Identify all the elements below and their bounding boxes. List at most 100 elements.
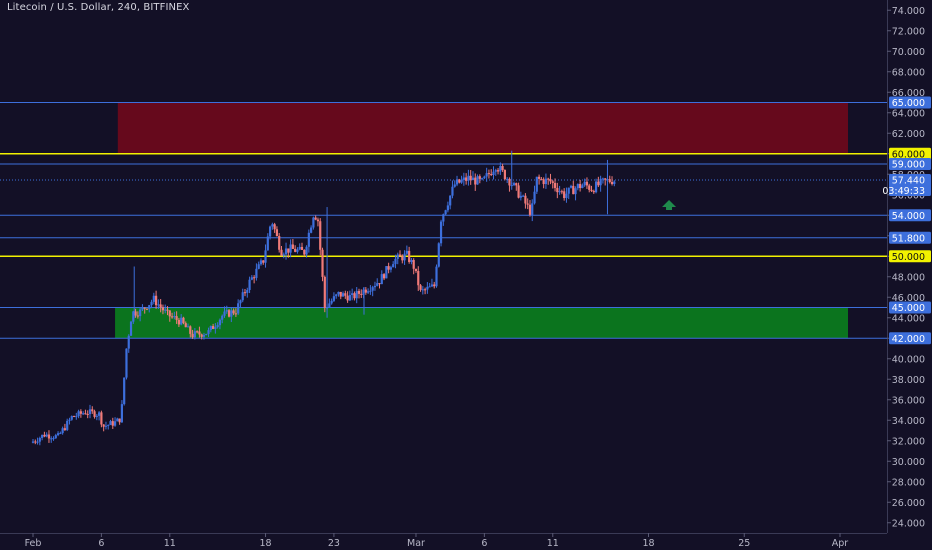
- price-tick-label: 66.000: [892, 88, 925, 99]
- candle-body: [314, 217, 317, 220]
- candle-body: [533, 191, 536, 204]
- price-tick-label: 28.000: [892, 477, 925, 488]
- candle-body: [107, 424, 110, 426]
- price-tick-label: 74.000: [892, 6, 925, 17]
- time-tick-label: Feb: [25, 538, 42, 549]
- candle-body: [392, 264, 395, 268]
- candle-body: [353, 293, 356, 299]
- candle-body: [237, 303, 240, 314]
- candle-body: [355, 290, 358, 299]
- candle-body: [346, 295, 349, 301]
- level-tag-51.800-bg: [889, 231, 931, 244]
- candle-body: [360, 293, 363, 295]
- time-axis[interactable]: Feb 6 11 18 23 Mar 6 11 18 25 Apr: [0, 533, 932, 550]
- time-tick-label: Mar: [407, 538, 425, 549]
- candle-body: [193, 331, 196, 338]
- time-tick-label: Apr: [832, 538, 849, 549]
- candle-body: [61, 428, 64, 434]
- candle-body: [519, 195, 522, 198]
- level-tag-42.000-bg: [889, 332, 931, 345]
- price-tick-label: 64.000: [892, 108, 925, 119]
- price-tick-label: 72.000: [892, 26, 925, 37]
- candle-body: [316, 219, 320, 222]
- candle-body: [239, 300, 242, 304]
- candle-body: [155, 295, 158, 306]
- candle-body: [287, 248, 290, 253]
- candle-body: [357, 290, 361, 294]
- candle-body: [289, 244, 292, 253]
- candle-body: [437, 243, 440, 267]
- candle-body: [371, 287, 374, 291]
- price-tick-label: 26.000: [892, 498, 925, 509]
- candle-body: [300, 246, 304, 250]
- candle-body: [253, 277, 256, 279]
- level-tag-54.000: 54.000: [892, 211, 925, 222]
- zones-layer: [115, 102, 848, 339]
- candle-body: [567, 187, 570, 194]
- candle-body: [95, 415, 98, 417]
- candle-body: [474, 177, 477, 185]
- candle-body: [551, 181, 554, 183]
- candle-body: [597, 181, 600, 186]
- candle-body: [556, 187, 559, 193]
- candle-body: [82, 413, 85, 415]
- candle-body: [291, 244, 294, 249]
- candle-body: [275, 229, 279, 236]
- candle-body: [544, 178, 548, 185]
- candle-body: [467, 175, 470, 181]
- price-tick-label: 70.000: [892, 47, 925, 58]
- candle-body: [499, 166, 502, 172]
- candle-body: [610, 181, 614, 185]
- level-tag-59.000: 59.000: [892, 160, 925, 171]
- price-axis[interactable]: 24.000 26.000 28.000 30.000 32.000 34.000 36.0…: [887, 0, 932, 550]
- candle-body: [43, 434, 46, 437]
- candle-body: [257, 264, 260, 269]
- candle-body: [120, 404, 124, 423]
- candle-body: [177, 319, 180, 325]
- candle-body: [123, 377, 126, 405]
- candle-body: [264, 250, 267, 263]
- candle-body: [506, 178, 509, 180]
- candle-body: [515, 183, 518, 186]
- candle-body: [396, 254, 399, 259]
- candle-body: [601, 178, 605, 180]
- price-tick-label: 32.000: [892, 436, 925, 447]
- candle-body: [535, 176, 538, 192]
- candle-body: [435, 266, 438, 287]
- candle-body: [599, 178, 602, 186]
- candle-body: [380, 274, 383, 285]
- candle-body: [170, 316, 174, 318]
- candle-body: [424, 289, 427, 291]
- candle-body: [211, 326, 215, 329]
- level-tag-50.000: 50.000: [892, 252, 925, 263]
- candle-body: [512, 183, 516, 186]
- candle-body: [417, 270, 420, 286]
- candle-body: [221, 315, 224, 320]
- time-tick-label: 11: [164, 538, 176, 549]
- candle-body: [549, 179, 552, 182]
- candle-body: [202, 335, 206, 337]
- candle-body: [303, 249, 306, 255]
- price-tick-label: 34.000: [892, 416, 925, 427]
- candle-body: [56, 433, 60, 436]
- candle-body: [102, 424, 105, 427]
- level-tag-51.800: 51.800: [892, 233, 925, 244]
- candle-body: [465, 177, 468, 181]
- candle-body: [588, 185, 591, 190]
- candle-body: [412, 260, 415, 269]
- candle-body: [139, 309, 142, 317]
- current-price-tag: 57.440: [892, 175, 925, 186]
- candle-body: [487, 173, 491, 175]
- candle-body: [337, 291, 340, 295]
- candle-body: [152, 295, 155, 302]
- candle-body: [485, 173, 488, 177]
- candle-body: [542, 179, 545, 185]
- candle-body: [613, 181, 616, 185]
- candle-body: [492, 171, 495, 175]
- candle-body: [91, 409, 94, 412]
- candle-body: [63, 428, 67, 430]
- candle-body: [385, 266, 388, 279]
- price-tick-label: 24.000: [892, 518, 925, 529]
